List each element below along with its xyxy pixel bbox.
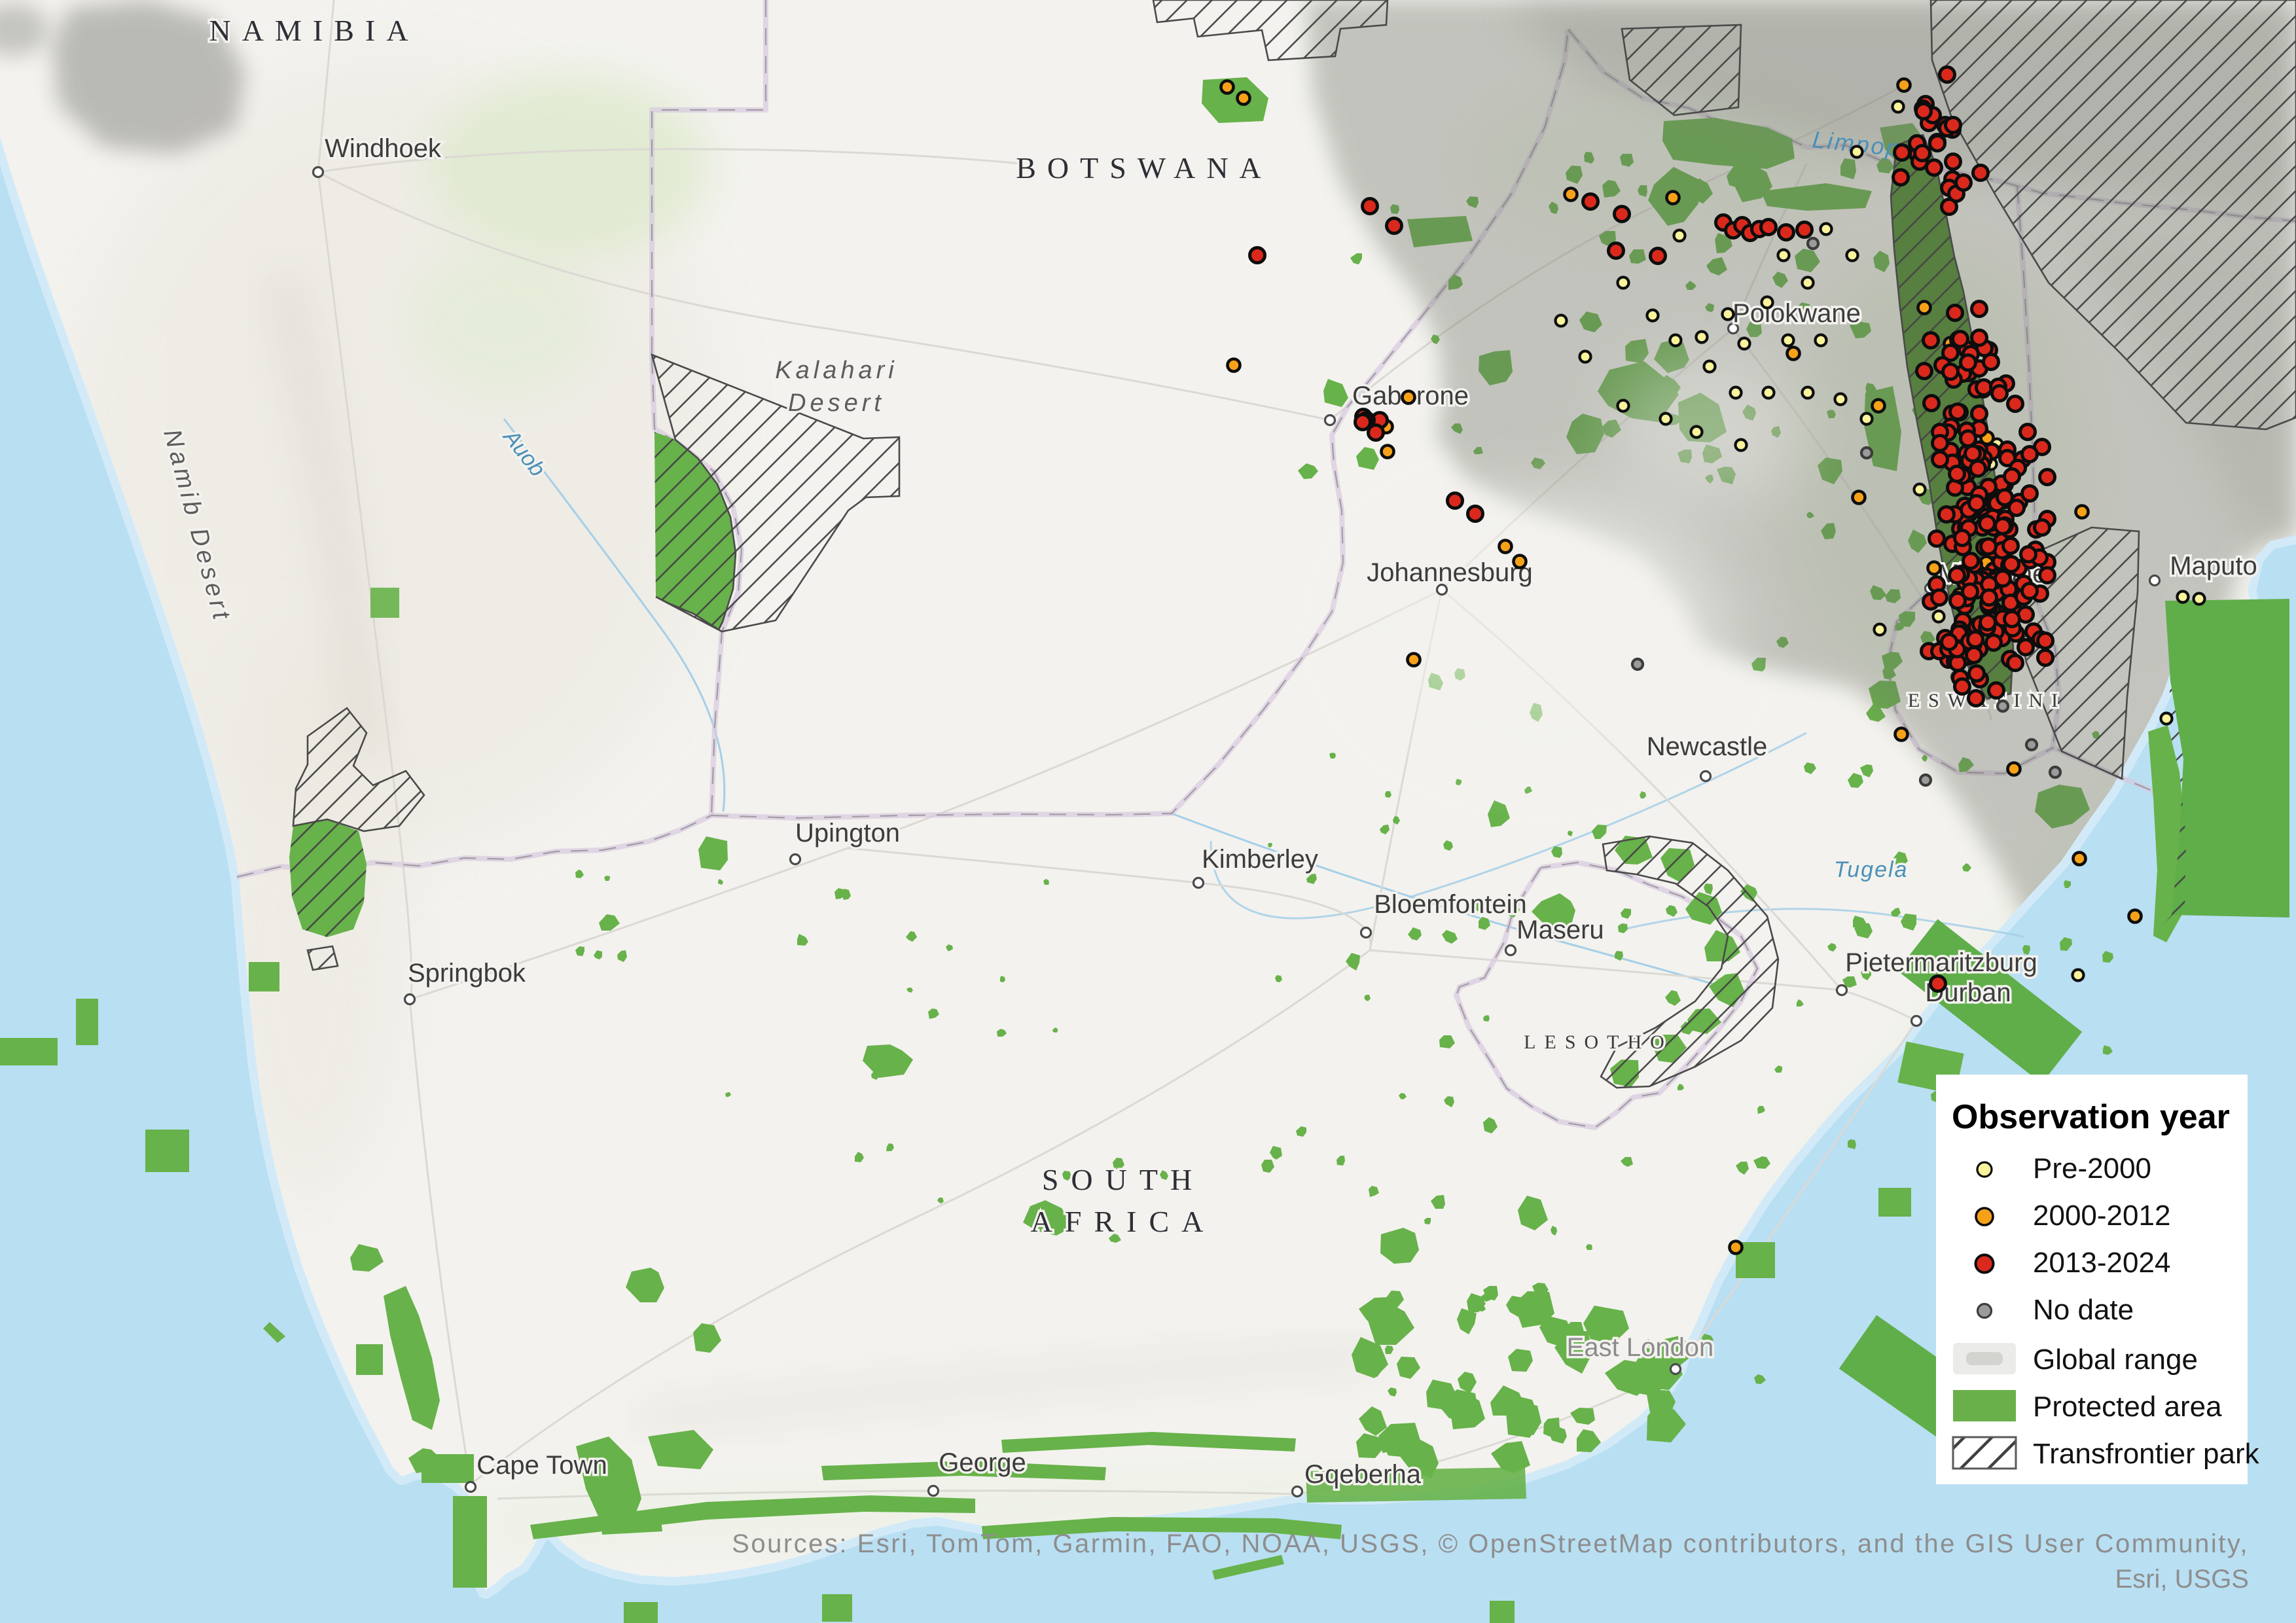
svg-text:Tugela: Tugela	[1834, 857, 1908, 882]
svg-text:No date: No date	[2033, 1294, 2134, 1326]
svg-text:Newcastle: Newcastle	[1647, 732, 1768, 761]
svg-text:Windhoek: Windhoek	[325, 134, 442, 163]
svg-text:Gqeberha: Gqeberha	[1304, 1460, 1422, 1489]
svg-text:2013-2024: 2013-2024	[2033, 1247, 2170, 1279]
svg-text:Global range: Global range	[2033, 1344, 2198, 1376]
svg-text:Esri, USGS: Esri, USGS	[2115, 1565, 2249, 1594]
svg-text:2000-2012: 2000-2012	[2033, 1200, 2170, 1232]
svg-text:Transfrontier park: Transfrontier park	[2033, 1438, 2260, 1470]
svg-text:Observation year: Observation year	[1952, 1098, 2230, 1136]
svg-text:LESOTHO: LESOTHO	[1524, 1031, 1673, 1053]
svg-text:Kimberley: Kimberley	[1202, 845, 1318, 874]
svg-text:BOTSWANA: BOTSWANA	[1016, 151, 1272, 185]
svg-text:Polokwane: Polokwane	[1732, 299, 1861, 328]
svg-text:George: George	[939, 1448, 1026, 1477]
svg-text:Kalahari: Kalahari	[775, 357, 897, 384]
svg-text:Maputo: Maputo	[2170, 552, 2257, 580]
svg-text:Maseru: Maseru	[1516, 916, 1604, 944]
svg-text:Cape Town: Cape Town	[476, 1451, 607, 1480]
svg-text:Springbok: Springbok	[408, 959, 526, 988]
svg-text:NAMIBIA: NAMIBIA	[209, 14, 420, 47]
svg-text:Protected area: Protected area	[2033, 1391, 2222, 1423]
svg-text:Upington: Upington	[795, 819, 900, 847]
svg-text:Johannesburg: Johannesburg	[1367, 558, 1533, 587]
svg-text:AFRICA: AFRICA	[1031, 1205, 1216, 1238]
svg-text:Bloemfontein: Bloemfontein	[1374, 890, 1526, 919]
svg-text:Pre-2000: Pre-2000	[2033, 1152, 2151, 1185]
svg-text:Sources: Esri, TomTom, Garmin,: Sources: Esri, TomTom, Garmin, FAO, NOAA…	[732, 1529, 2249, 1558]
svg-text:East London: East London	[1567, 1333, 1714, 1362]
svg-text:ESWATINI: ESWATINI	[1908, 690, 2066, 711]
svg-text:Desert: Desert	[788, 389, 885, 417]
svg-text:SOUTH: SOUTH	[1042, 1163, 1204, 1196]
svg-text:Pietermaritzburg: Pietermaritzburg	[1845, 948, 2037, 977]
